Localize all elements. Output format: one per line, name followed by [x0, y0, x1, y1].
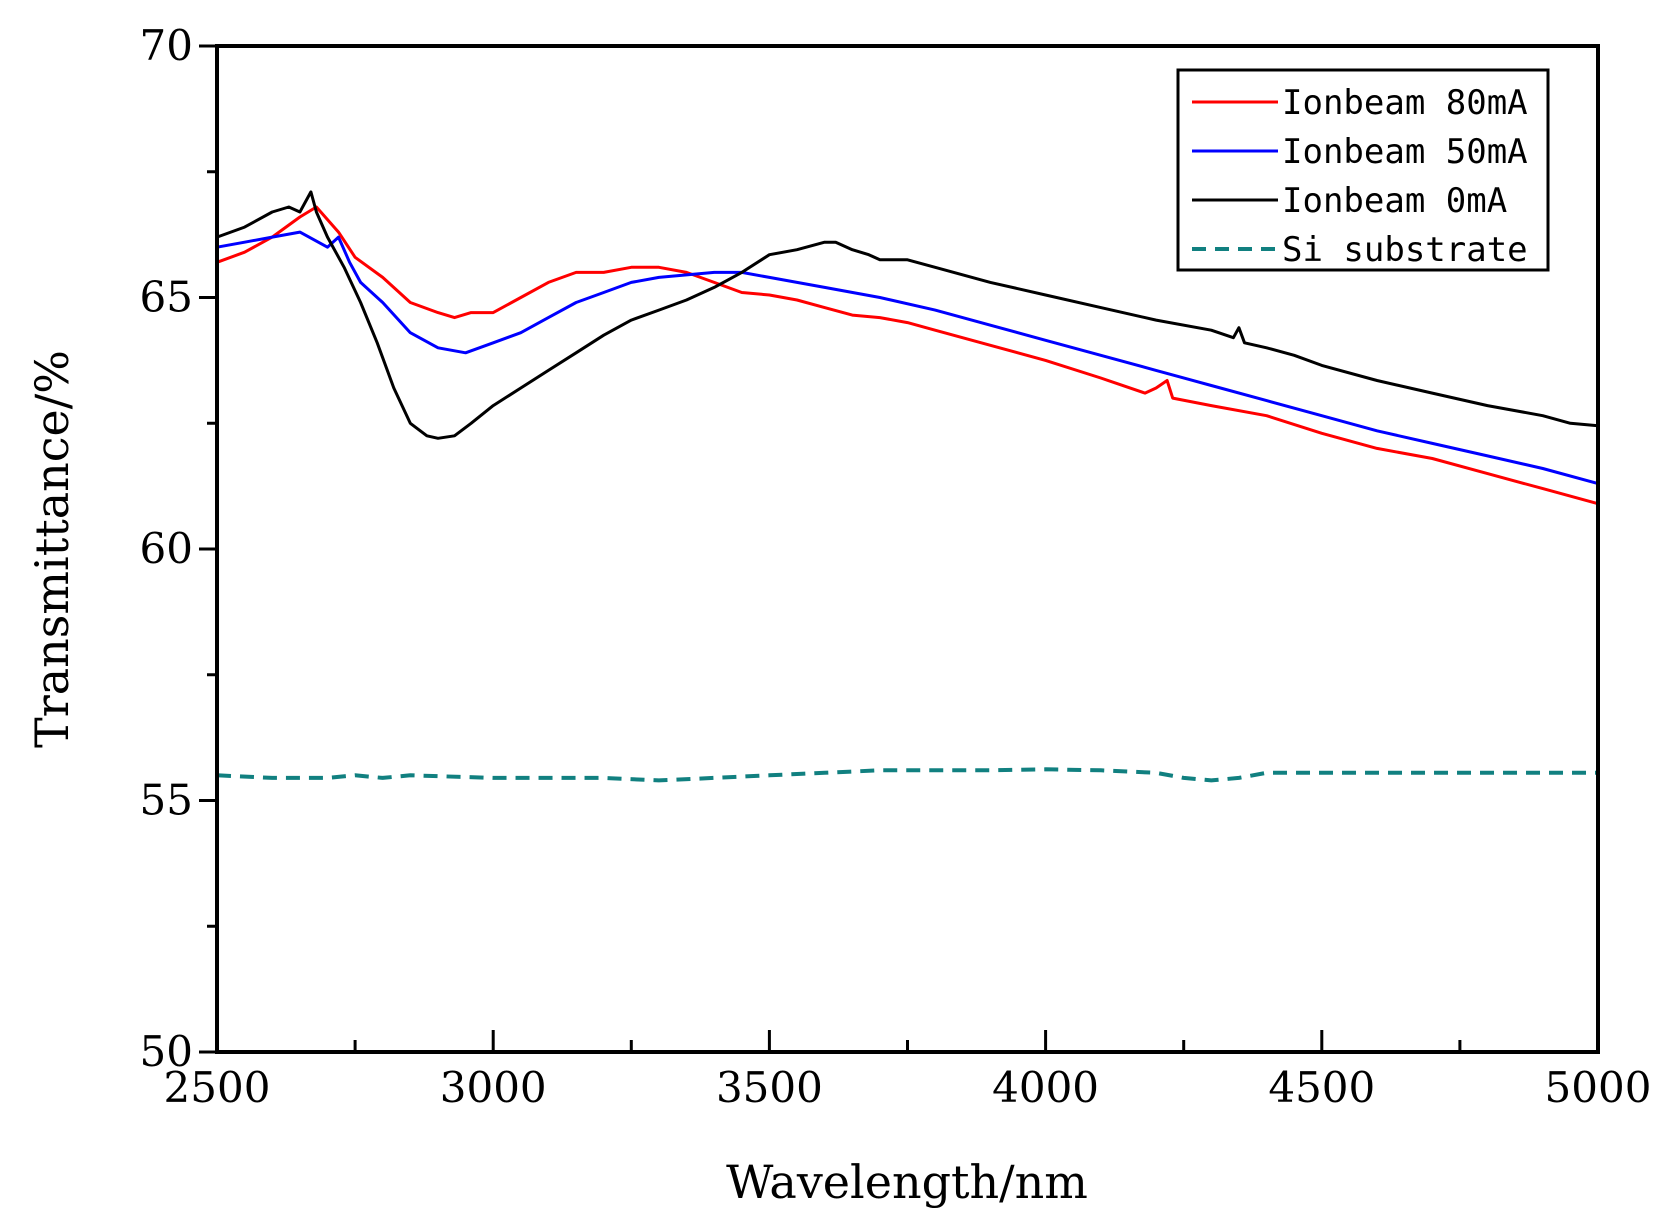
x-tick-label: 4500	[1268, 1063, 1375, 1112]
x-axis-title: Wavelength/nm	[726, 1155, 1088, 1209]
series-line-1	[216, 230, 1599, 486]
x-tick-label: 5000	[1545, 1063, 1652, 1112]
series-line-0	[216, 205, 1599, 506]
x-tick-label: 3500	[716, 1063, 823, 1112]
legend-label-3: Si substrate	[1282, 230, 1528, 270]
series-line-3	[216, 767, 1598, 783]
series-layer	[216, 190, 1599, 783]
legend-label-2: Ionbeam 0mA	[1282, 181, 1507, 221]
x-tick-label: 3000	[440, 1063, 547, 1112]
legend-label-0: Ionbeam 80mA	[1282, 83, 1528, 123]
ticks-layer: 2500 3000 3500 4000 4500 5000 50 55 60 65 70	[140, 21, 1652, 1112]
x-tick-label: 4000	[992, 1063, 1099, 1112]
y-tick-label: 65	[140, 273, 193, 322]
legend: Ionbeam 80mA Ionbeam 50mA Ionbeam 0mA Si su…	[1176, 68, 1550, 272]
legend-label-1: Ionbeam 50mA	[1282, 132, 1528, 172]
y-tick-label: 60	[140, 524, 193, 573]
y-tick-label: 50	[140, 1027, 193, 1076]
x-tick-label: 2500	[164, 1063, 271, 1112]
y-tick-label: 70	[140, 21, 193, 70]
y-tick-label: 55	[140, 776, 193, 825]
y-axis-title: Transmittance/%	[25, 350, 79, 748]
series-line-2	[216, 190, 1599, 440]
